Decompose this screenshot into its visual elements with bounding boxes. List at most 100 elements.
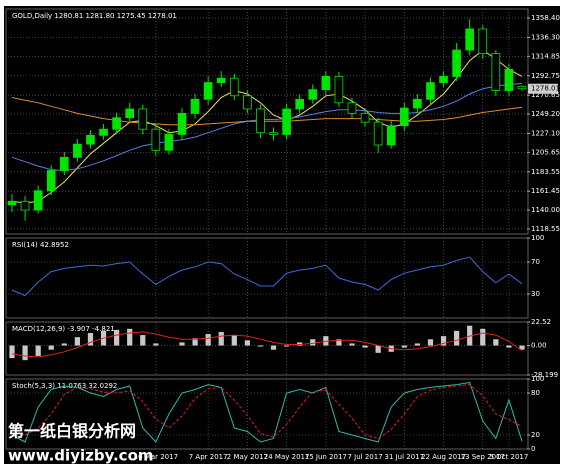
- series-line: [11, 381, 523, 443]
- macd-bar: [362, 345, 368, 348]
- series-line: [11, 384, 523, 440]
- x-tick-label: 5 Oct 2017: [490, 453, 529, 461]
- candle-body: [20, 200, 30, 211]
- macd-bar: [506, 345, 512, 348]
- macd-bar: [414, 343, 420, 346]
- macd-bar: [336, 339, 342, 346]
- candle-body: [112, 117, 121, 130]
- y-tick-label: -28.199: [531, 371, 558, 379]
- last-price-label: 1278.01: [531, 85, 560, 93]
- candle-body: [33, 190, 43, 211]
- candle-body: [269, 132, 278, 135]
- y-tick-label: 1227.10: [531, 130, 560, 138]
- macd-bar: [284, 345, 290, 347]
- macd-bar: [427, 339, 434, 346]
- macd-bar: [9, 345, 15, 359]
- x-tick-label: 16 Mar 2017: [134, 453, 178, 461]
- candle-body: [347, 102, 357, 114]
- y-tick-label: 1140.00: [531, 206, 560, 214]
- candle-body: [177, 112, 187, 135]
- candle-body: [46, 170, 56, 192]
- y-tick-label: 100: [531, 234, 544, 242]
- y-tick-label: 1358.40: [531, 14, 560, 22]
- candle-body: [295, 98, 305, 110]
- candle-body: [308, 89, 318, 100]
- candle-body: [360, 112, 370, 123]
- macd-bar: [519, 345, 525, 350]
- macd-bar: [323, 336, 329, 346]
- panel-title: MACD(12,26,9) -3.907 -4.821: [12, 325, 115, 333]
- macd-bar: [297, 342, 303, 346]
- y-tick-label: 1161.45: [531, 187, 560, 195]
- y-tick-label: 1336.30: [531, 33, 560, 41]
- candle-body: [7, 200, 17, 206]
- macd-bar: [48, 345, 54, 350]
- series-line: [11, 83, 523, 172]
- candle-body: [216, 77, 226, 83]
- y-tick-label: 30: [531, 290, 540, 298]
- macd-bar: [127, 328, 133, 346]
- candle-body: [151, 128, 161, 151]
- candle-body: [125, 108, 135, 119]
- y-tick-label: 22.52: [531, 318, 551, 326]
- x-tick-label: 22 Aug 2017: [421, 453, 466, 461]
- macd-bar: [35, 345, 41, 356]
- y-tick-label: 1270.65: [531, 91, 560, 99]
- candle-body: [517, 85, 527, 90]
- x-tick-label: 7 Jul 2017: [347, 453, 382, 461]
- candle-body: [86, 134, 95, 145]
- candle-body: [491, 53, 501, 91]
- y-tick-label: 1205.65: [531, 148, 560, 156]
- y-tick-label: 1183.55: [531, 168, 560, 176]
- plot-layer: 1358.40 1336.30 1314.85 1292.75 1270.65 1249.…: [5, 8, 560, 461]
- candle-body: [321, 76, 331, 91]
- candle-body: [413, 98, 422, 109]
- macd-bar: [480, 328, 486, 346]
- macd-bar: [22, 345, 28, 361]
- candle-body: [99, 128, 108, 136]
- candle-body: [426, 82, 435, 100]
- macd-bar: [401, 345, 407, 348]
- candle-body: [465, 28, 475, 51]
- y-tick-label: 1118.55: [531, 225, 560, 233]
- macd-bar: [87, 332, 94, 346]
- candle-body: [439, 76, 448, 83]
- macd-bar: [218, 331, 224, 346]
- candle-body: [138, 108, 148, 130]
- candle-body: [282, 108, 291, 135]
- x-tick-label: 7 Apr 2017: [189, 453, 228, 461]
- panel-border: [5, 8, 529, 235]
- macd-bar: [192, 338, 198, 346]
- last-price-box: [528, 83, 558, 94]
- macd-bar: [375, 345, 381, 353]
- candle-body: [256, 108, 265, 134]
- macd-bar: [310, 339, 316, 346]
- x-tick-label: 24 May 2017: [264, 453, 310, 461]
- candle-body: [164, 134, 174, 151]
- candle-body: [452, 49, 461, 77]
- x-tick-label: 2 May 2017: [227, 453, 268, 461]
- x-tick-label: 13 Sep 2017: [461, 453, 505, 461]
- macd-bar: [179, 342, 185, 346]
- candle-body: [399, 107, 409, 127]
- macd-bar: [205, 334, 211, 346]
- macd-bar: [244, 340, 250, 346]
- candle-body: [373, 121, 383, 146]
- macd-bar: [349, 343, 355, 346]
- series-line: [11, 97, 523, 126]
- y-tick-label: 100: [531, 375, 544, 383]
- candle-body: [59, 156, 69, 171]
- macd-bar: [114, 329, 120, 346]
- series-line: [11, 256, 523, 297]
- macd-bar: [440, 336, 447, 346]
- macd-bar: [270, 345, 277, 350]
- macd-bar: [61, 343, 67, 346]
- macd-bar: [257, 345, 264, 347]
- watermark-name: 第一纸白银分析网: [8, 422, 136, 441]
- y-tick-label: 20: [531, 431, 540, 439]
- candle-body: [504, 69, 514, 91]
- macd-bar: [74, 337, 80, 346]
- y-tick-label: 1314.85: [531, 52, 560, 60]
